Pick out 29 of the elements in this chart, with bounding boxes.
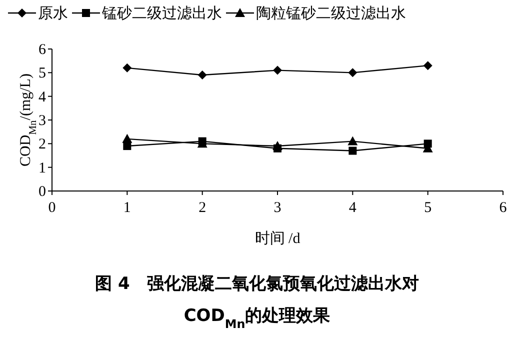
point [122,63,132,72]
point [348,136,358,146]
x-tick-label: 3 [274,200,282,216]
y-tick-label: 6 [38,42,46,58]
legend-label: 锰砂二级过滤出水 [101,5,222,22]
y-tick-label: 4 [38,89,46,106]
y-tick-label: 5 [38,66,46,82]
point [123,142,132,150]
point [424,140,432,148]
y-tick-label: 3 [38,113,46,129]
x-tick-label: 5 [424,200,432,216]
y-tick-label: 1 [38,160,46,176]
x-tick-label: 6 [499,200,508,216]
point [348,146,357,155]
x-axis-title: 时间 /d [254,230,301,247]
point [274,144,282,152]
x-tick-label: 1 [123,200,131,216]
x-tick-label: 2 [198,200,206,216]
point [348,68,358,78]
legend-label: 陶粒锰砂二级过滤出水 [256,5,406,22]
x-tick-label: 4 [348,200,357,216]
point [198,137,206,146]
text: 图 4 强化混凝二氧化氯预氧化过滤出水对 COD$_{Mn}$的处理效果 [95,274,419,331]
point [423,61,432,70]
y-tick-label: 0 [38,184,46,200]
y-tick-label: 2 [38,136,46,153]
legend-label: 原水 [38,5,68,22]
point [198,70,207,80]
point [273,66,282,75]
